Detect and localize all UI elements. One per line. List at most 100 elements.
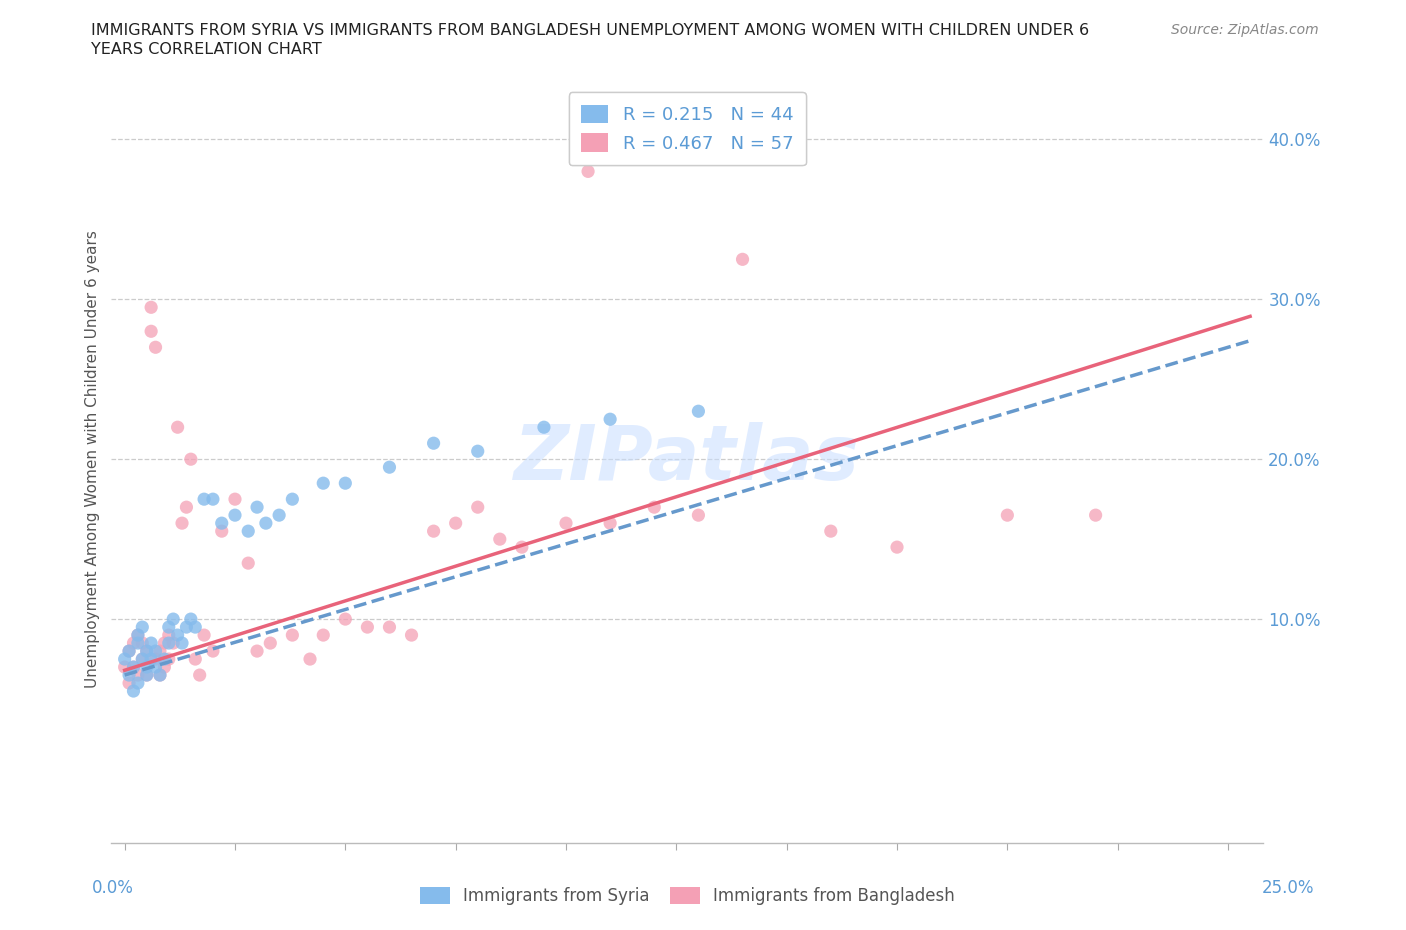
Point xyxy=(238,524,260,538)
Point xyxy=(176,499,198,514)
Point xyxy=(688,508,710,523)
Point xyxy=(211,524,233,538)
Point xyxy=(312,476,335,491)
Point xyxy=(731,252,754,267)
Y-axis label: Unemployment Among Women with Children Under 6 years: Unemployment Among Women with Children U… xyxy=(86,231,100,688)
Point xyxy=(162,612,184,627)
Point xyxy=(127,668,149,683)
Point xyxy=(1084,508,1107,523)
Point xyxy=(444,516,467,531)
Point xyxy=(131,652,153,667)
Point xyxy=(162,635,184,650)
Point xyxy=(135,644,157,658)
Point xyxy=(131,652,153,667)
Point xyxy=(131,619,153,634)
Point xyxy=(281,492,304,507)
Text: ZIPatlas: ZIPatlas xyxy=(515,422,860,497)
Point xyxy=(886,539,908,554)
Point xyxy=(157,628,180,643)
Point xyxy=(335,476,357,491)
Point xyxy=(139,635,162,650)
Point xyxy=(157,635,180,650)
Point xyxy=(422,524,444,538)
Point xyxy=(170,516,193,531)
Point xyxy=(467,499,489,514)
Point xyxy=(599,516,621,531)
Point xyxy=(166,628,188,643)
Point xyxy=(378,619,401,634)
Legend: R = 0.215   N = 44, R = 0.467   N = 57: R = 0.215 N = 44, R = 0.467 N = 57 xyxy=(568,92,806,166)
Point xyxy=(145,652,167,667)
Point xyxy=(184,619,207,634)
Point xyxy=(139,324,162,339)
Point xyxy=(246,499,269,514)
Point xyxy=(246,644,269,658)
Point xyxy=(599,412,621,427)
Point xyxy=(224,508,246,523)
Point xyxy=(153,635,176,650)
Point xyxy=(127,675,149,690)
Point xyxy=(135,668,157,683)
Point xyxy=(149,668,172,683)
Point xyxy=(170,635,193,650)
Point xyxy=(467,444,489,458)
Point xyxy=(238,556,260,571)
Point xyxy=(135,644,157,658)
Text: 25.0%: 25.0% xyxy=(1263,879,1315,897)
Point xyxy=(145,644,167,658)
Point xyxy=(643,499,665,514)
Point xyxy=(149,668,172,683)
Point xyxy=(180,452,202,467)
Point xyxy=(127,635,149,650)
Point xyxy=(131,635,153,650)
Point xyxy=(118,668,141,683)
Point xyxy=(114,659,136,674)
Point xyxy=(149,644,172,658)
Point xyxy=(269,508,291,523)
Point xyxy=(145,659,167,674)
Point xyxy=(135,659,157,674)
Point xyxy=(118,644,141,658)
Text: YEARS CORRELATION CHART: YEARS CORRELATION CHART xyxy=(91,42,322,57)
Point xyxy=(127,628,149,643)
Point xyxy=(193,628,215,643)
Point xyxy=(184,652,207,667)
Point xyxy=(201,644,224,658)
Point xyxy=(335,612,357,627)
Point xyxy=(312,628,335,643)
Point xyxy=(281,628,304,643)
Point xyxy=(180,612,202,627)
Point xyxy=(114,652,136,667)
Point xyxy=(820,524,842,538)
Point xyxy=(356,619,378,634)
Point xyxy=(259,635,281,650)
Point xyxy=(201,492,224,507)
Text: Source: ZipAtlas.com: Source: ZipAtlas.com xyxy=(1171,23,1319,37)
Point xyxy=(153,652,176,667)
Point xyxy=(224,492,246,507)
Point xyxy=(576,164,599,179)
Point xyxy=(145,339,167,354)
Point xyxy=(157,652,180,667)
Point xyxy=(254,516,277,531)
Point xyxy=(122,684,145,698)
Point xyxy=(166,419,188,434)
Point xyxy=(688,404,710,418)
Point xyxy=(122,659,145,674)
Point xyxy=(157,619,180,634)
Point xyxy=(118,675,141,690)
Point xyxy=(135,668,157,683)
Point xyxy=(533,419,555,434)
Point xyxy=(298,652,321,667)
Point xyxy=(193,492,215,507)
Point xyxy=(401,628,423,643)
Point xyxy=(153,659,176,674)
Point xyxy=(139,652,162,667)
Point xyxy=(555,516,578,531)
Point xyxy=(118,644,141,658)
Text: IMMIGRANTS FROM SYRIA VS IMMIGRANTS FROM BANGLADESH UNEMPLOYMENT AMONG WOMEN WIT: IMMIGRANTS FROM SYRIA VS IMMIGRANTS FROM… xyxy=(91,23,1090,38)
Point xyxy=(995,508,1018,523)
Point xyxy=(378,459,401,474)
Point xyxy=(122,659,145,674)
Point xyxy=(139,299,162,314)
